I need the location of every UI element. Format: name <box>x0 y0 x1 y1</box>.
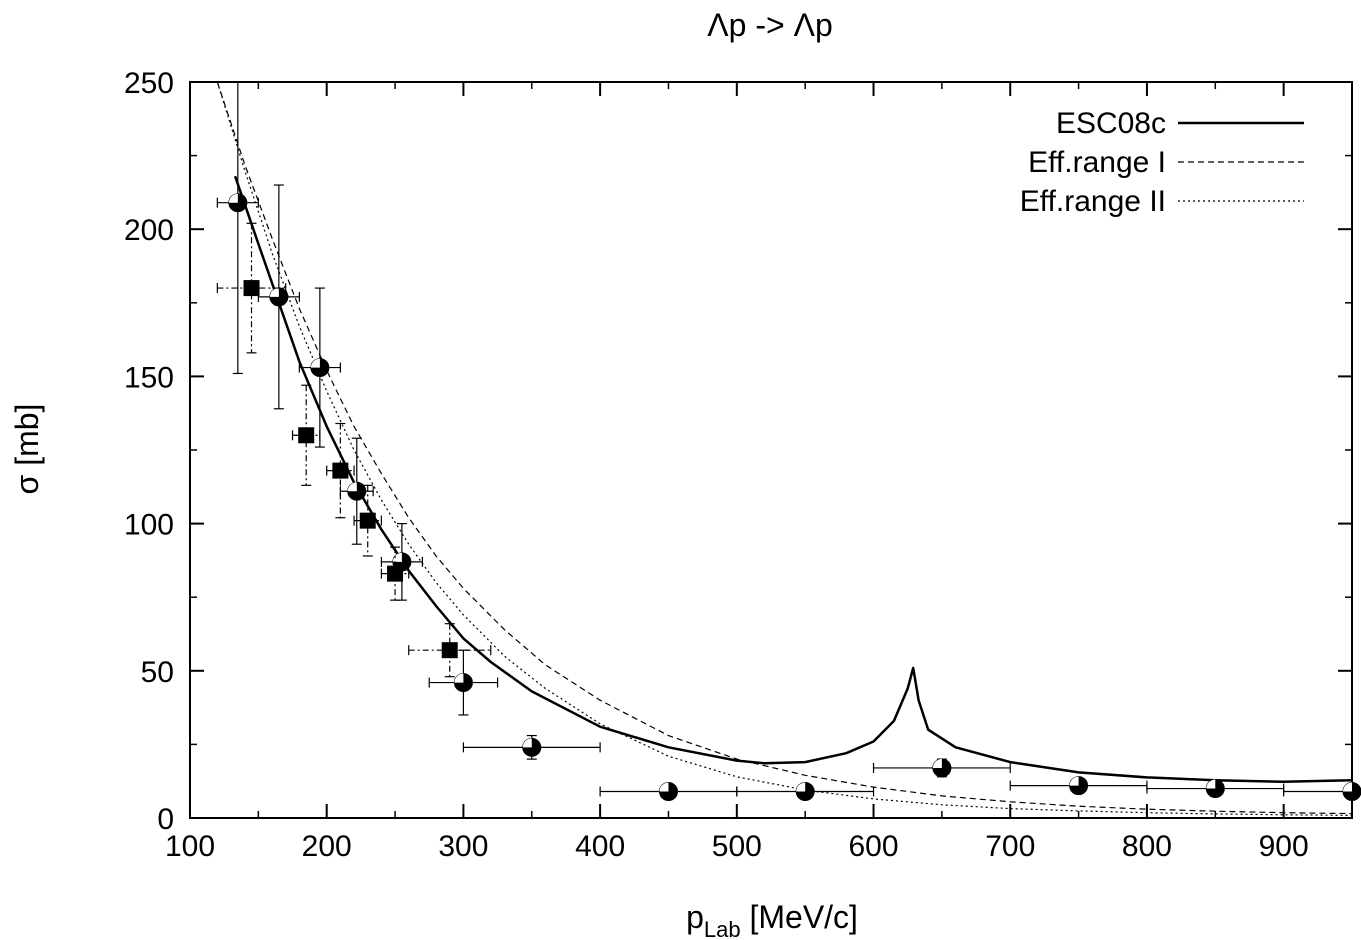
square-data-point <box>408 623 492 678</box>
curve-esc08c <box>233 175 1353 784</box>
x-tick-label: 800 <box>1122 830 1172 863</box>
circle-marker-highlight <box>454 673 464 683</box>
circle-data-point <box>1146 779 1285 799</box>
square-marker <box>298 427 315 444</box>
square-data-point <box>380 546 410 601</box>
square-data-point <box>326 422 355 519</box>
square-marker <box>441 642 458 659</box>
x-axis-title-unit: [MeV/c] <box>741 899 858 935</box>
circle-marker-highlight <box>659 782 669 792</box>
circle-marker-highlight <box>796 782 806 792</box>
data-points <box>216 82 1361 802</box>
plot-border <box>189 81 1353 819</box>
circle-marker-highlight <box>1343 782 1352 792</box>
y-tick-label: 250 <box>124 67 174 100</box>
circle-marker-highlight <box>1069 776 1079 786</box>
circle-marker-highlight <box>392 552 402 562</box>
square-data-point <box>291 384 321 486</box>
circle-data-point <box>216 82 259 375</box>
circle-data-point <box>462 734 601 760</box>
x-tick-label: 200 <box>302 830 352 863</box>
x-tick-label: 700 <box>985 830 1035 863</box>
circle-data-point <box>1283 782 1361 802</box>
plot-frame <box>189 81 1353 819</box>
theory-curves <box>216 81 1353 816</box>
circle-data-point <box>298 287 341 448</box>
circle-data-point <box>1009 776 1148 796</box>
x-tick-label: 500 <box>712 830 762 863</box>
square-marker <box>387 565 404 582</box>
circle-data-point <box>380 522 423 601</box>
legend-label: Eff.range I <box>1028 146 1166 179</box>
y-tick-label: 0 <box>157 803 174 836</box>
y-tick-label: 200 <box>124 214 174 247</box>
curve-eff-range-i <box>216 81 1353 815</box>
chart-title: Λp -> Λp <box>707 7 832 43</box>
x-axis-title: pLab [MeV/c] <box>686 899 858 940</box>
circle-data-point <box>339 437 374 545</box>
x-tick-label: 900 <box>1259 830 1309 863</box>
square-marker <box>332 462 349 479</box>
x-tick-label: 600 <box>848 830 898 863</box>
circle-marker-highlight <box>522 738 532 748</box>
y-tick-label: 100 <box>124 509 174 542</box>
legend-label: ESC08c <box>1056 107 1166 140</box>
square-data-point <box>216 222 287 354</box>
x-axis-title-subscript: Lab <box>704 917 741 940</box>
square-marker <box>243 280 260 297</box>
legend-label: Eff.range II <box>1020 185 1166 218</box>
circle-data-point <box>599 782 738 802</box>
y-axis-title: σ [mb] <box>9 404 45 495</box>
square-data-point <box>353 484 382 557</box>
circle-marker-highlight <box>269 287 279 297</box>
circle-marker-highlight <box>228 193 238 203</box>
circle-data-point <box>428 649 499 716</box>
y-tick-label: 50 <box>141 656 174 689</box>
x-tick-label: 300 <box>438 830 488 863</box>
circle-data-point <box>872 758 1011 778</box>
y-tick-label: 150 <box>124 361 174 394</box>
x-tick-label: 400 <box>575 830 625 863</box>
y-axis: 0 50 100 150 200 250 <box>124 67 1352 836</box>
circle-data-point <box>736 782 875 802</box>
x-axis-title-main: p <box>686 899 704 935</box>
circle-marker-highlight <box>932 758 942 768</box>
circle-marker-highlight <box>1206 779 1216 789</box>
circle-data-point <box>257 184 300 410</box>
x-tick-label: 100 <box>165 830 215 863</box>
x-axis: 100 200 300 400 500 600 700 800 900 <box>165 82 1309 863</box>
square-marker <box>359 512 376 529</box>
circle-marker-highlight <box>310 358 320 368</box>
curve-eff-range-ii <box>216 81 1353 816</box>
circle-marker-highlight <box>347 482 357 492</box>
legend: ESC08c Eff.range I Eff.range II <box>1020 107 1304 218</box>
